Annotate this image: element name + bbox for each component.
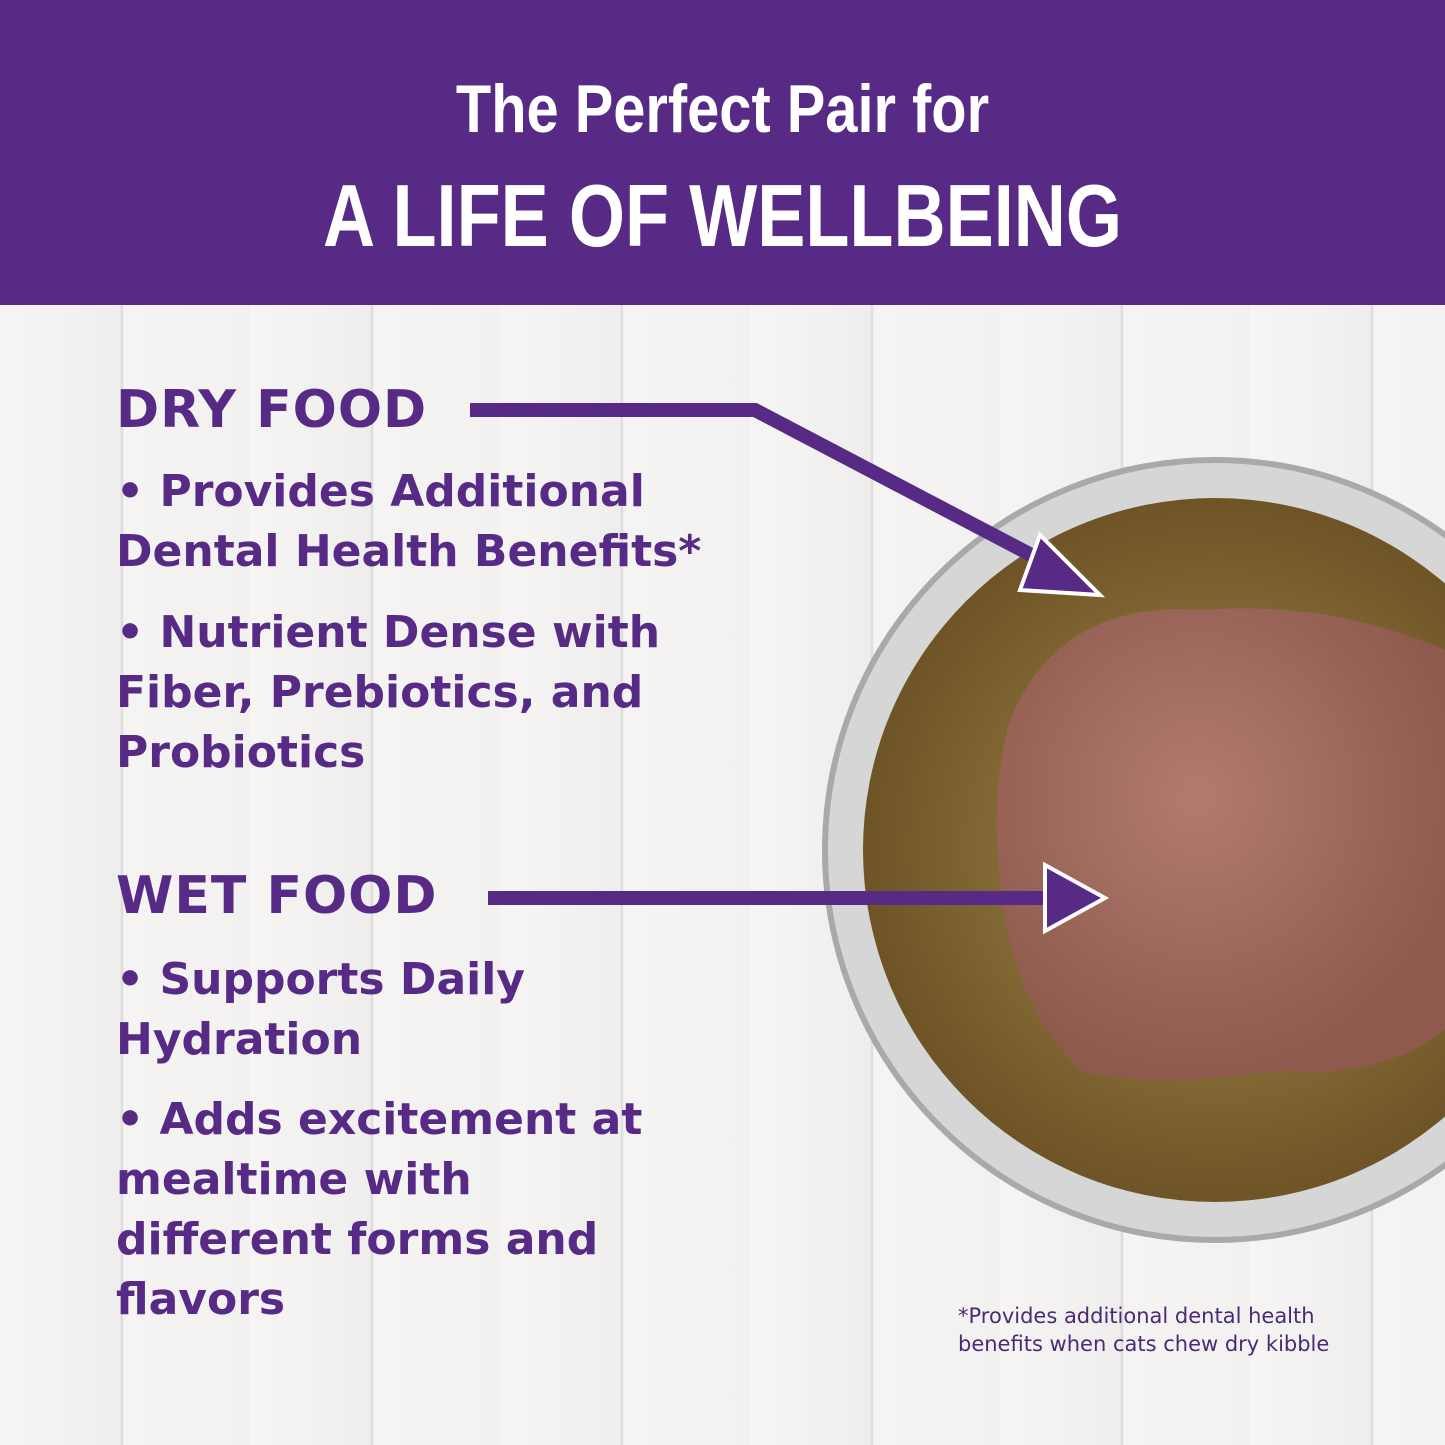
wet-arrow-head: [1043, 861, 1110, 935]
wet-food-heading: WET FOOD: [116, 866, 438, 926]
wet-bullet-1: • Supports Daily Hydration: [116, 954, 525, 1065]
footnote: *Provides additional dental health benef…: [958, 1304, 1330, 1356]
header-line2: A LIFE OF WELLBEING: [322, 166, 1123, 265]
dry-food-arrow: [470, 403, 1064, 577]
dry-arrow-head: [1017, 531, 1106, 598]
wet-bullet-2: • Adds excitement at mealtime with diffe…: [116, 1094, 643, 1325]
dry-bullet-1: • Provides Additional Dental Health Bene…: [116, 466, 702, 577]
header-banner: The Perfect Pair for A LIFE OF WELLBEING: [0, 0, 1445, 305]
dry-bullet-2: • Nutrient Dense with Fiber, Prebiotics,…: [116, 607, 661, 778]
dry-food-heading: DRY FOOD: [116, 380, 428, 440]
header-line1: The Perfect Pair for: [455, 71, 990, 147]
